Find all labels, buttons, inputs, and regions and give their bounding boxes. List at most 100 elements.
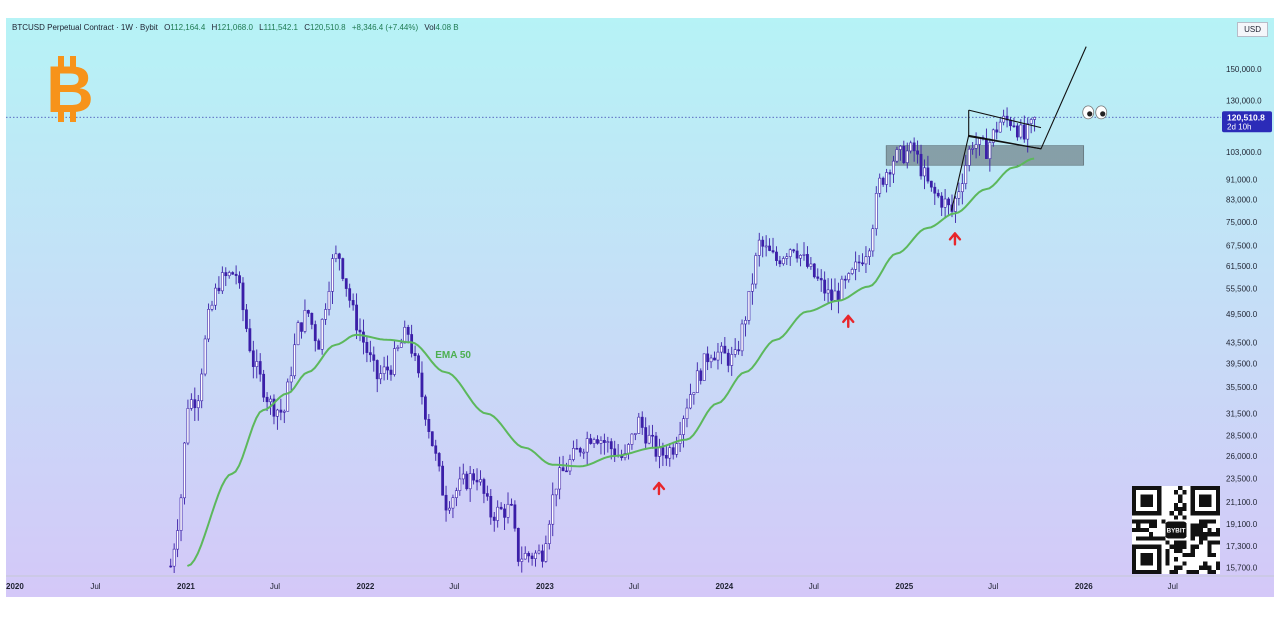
qr-module (1190, 548, 1195, 554)
candle-body (310, 312, 314, 325)
candle-body (558, 467, 562, 490)
candle-body (923, 167, 926, 177)
candle-body (258, 361, 262, 375)
qr-module (1169, 511, 1174, 516)
x-tick-label: Jul (629, 582, 639, 591)
candle-body (313, 324, 317, 342)
y-tick-label: 150,000.0 (1226, 65, 1262, 74)
x-tick-label: Jul (90, 582, 100, 591)
candle-body (671, 447, 675, 455)
qr-module (1173, 490, 1179, 495)
candle-body (850, 269, 854, 274)
candle-body (912, 142, 916, 152)
candle-body (971, 148, 975, 150)
candle-body (327, 291, 331, 310)
y-tick-label: 91,000.0 (1226, 175, 1258, 184)
y-tick-label: 15,700.0 (1226, 563, 1258, 572)
candle-body (919, 153, 923, 177)
candle-body (355, 304, 358, 331)
candle-body (1019, 124, 1023, 138)
candle-body (658, 447, 661, 457)
candle-body (393, 348, 396, 375)
y-tick-label: 49,500.0 (1226, 310, 1258, 319)
price-chart-svg[interactable]: 2020 Jul 2021 Jul 2022 Jul 2023 Jul 2024 Jul 2025 J… (6, 18, 1274, 597)
candle-body (413, 353, 417, 357)
candle-body (988, 142, 992, 159)
candle-body (788, 249, 792, 257)
qr-module (1199, 527, 1204, 533)
qr-module (1140, 527, 1145, 533)
candle-body (516, 527, 520, 562)
candle-body (372, 354, 376, 361)
qr-module (1136, 523, 1141, 528)
qr-module (1169, 544, 1174, 549)
candle-body (857, 261, 861, 264)
qr-module (1173, 506, 1179, 512)
candle-body (527, 553, 531, 557)
qr-module (1132, 527, 1137, 533)
qr-module (1173, 557, 1179, 562)
candle-body (723, 345, 727, 354)
close-label: C (304, 23, 311, 32)
candle-body (881, 177, 885, 185)
candle-body (406, 326, 410, 335)
qr-module (1190, 532, 1195, 537)
qr-module (1173, 569, 1179, 574)
candle-body (220, 272, 224, 292)
qr-module (1157, 536, 1162, 541)
candle-body (241, 282, 245, 311)
candle-body (1029, 119, 1033, 124)
candle-body (279, 409, 283, 413)
candle-body (1033, 116, 1037, 120)
qr-module (1207, 565, 1212, 570)
candle-body (1005, 115, 1009, 121)
candle-body (654, 435, 658, 457)
candle-body (547, 523, 551, 544)
buy-arrows (652, 232, 962, 496)
x-tick-label: 2023 (536, 582, 554, 591)
qr-module (1148, 523, 1153, 528)
candle-body (754, 255, 758, 285)
qr-module (1203, 561, 1208, 566)
candle-body (637, 416, 641, 434)
candle-body (368, 352, 372, 356)
candle-body (296, 322, 300, 346)
qr-module (1173, 515, 1179, 520)
qr-module (1190, 527, 1195, 533)
qr-module (1211, 540, 1216, 545)
candle-body (668, 447, 672, 459)
qr-module (1148, 519, 1153, 524)
qr-module (1207, 519, 1212, 524)
qr-module (1215, 527, 1220, 533)
candle-body (685, 407, 689, 419)
qr-module (1215, 532, 1220, 537)
symbol-legend: BTCUSD Perpetual Contract · 1W · Bybit O… (12, 23, 459, 32)
candle-body (647, 434, 651, 444)
chart-panel[interactable]: 2020 Jul 2021 Jul 2022 Jul 2023 Jul 2024 Jul 2025 J… (6, 18, 1274, 597)
y-tick-label: 39,500.0 (1226, 360, 1258, 369)
qr-module (1190, 553, 1195, 558)
qr-module (1194, 569, 1200, 574)
qr-module (1173, 548, 1179, 554)
candle-body (578, 448, 582, 453)
candles (169, 107, 1037, 573)
qr-module (1190, 536, 1195, 541)
qr-module (1173, 502, 1179, 507)
qr-module (1199, 519, 1204, 524)
candle-body (806, 254, 809, 267)
candle-body (781, 258, 785, 265)
candle-body (410, 334, 414, 354)
candle-body (695, 370, 699, 393)
qr-module (1211, 553, 1216, 558)
qr-module (1165, 521, 1187, 539)
candle-body (341, 258, 345, 279)
ema-50-label: EMA 50 (435, 350, 471, 361)
x-tick-label: Jul (809, 582, 819, 591)
candle-body (465, 473, 469, 490)
candle-body (757, 239, 761, 256)
y-tick-label: 28,500.0 (1226, 432, 1258, 441)
currency-button[interactable]: USD (1237, 22, 1268, 37)
candle-body (960, 183, 964, 193)
high-label: H (211, 23, 218, 32)
candle-body (544, 543, 548, 562)
